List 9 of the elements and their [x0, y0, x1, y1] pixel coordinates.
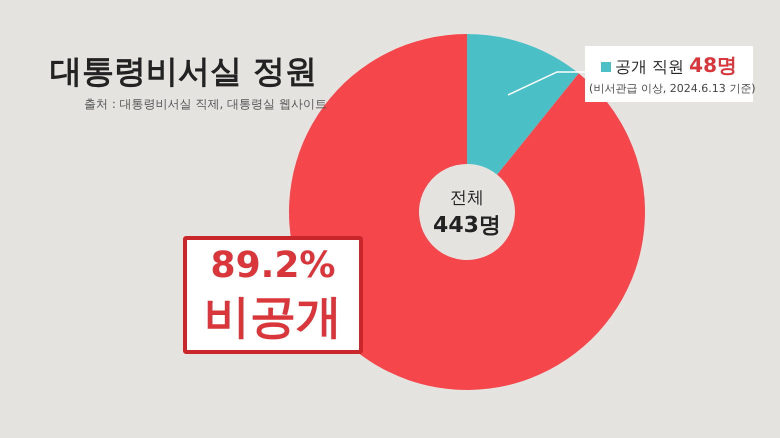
data-label: 89.2% [210, 244, 336, 288]
slice-label: 비공개 [203, 288, 343, 344]
source-note: 출처 : 대통령비서실 직제, 대통령실 웹사이트 [84, 97, 327, 111]
legend-label: 공개 직원 [614, 57, 686, 76]
text: 대통령비서실 정원 [50, 52, 318, 90]
text: 전체 443명 [433, 188, 501, 238]
donut-slice [467, 34, 579, 175]
label-box: 89.2% 비공개 [183, 236, 363, 354]
label-box: 공개 직원 48명 (비서관급 이상, 2024.6.13 기준) [585, 46, 753, 102]
